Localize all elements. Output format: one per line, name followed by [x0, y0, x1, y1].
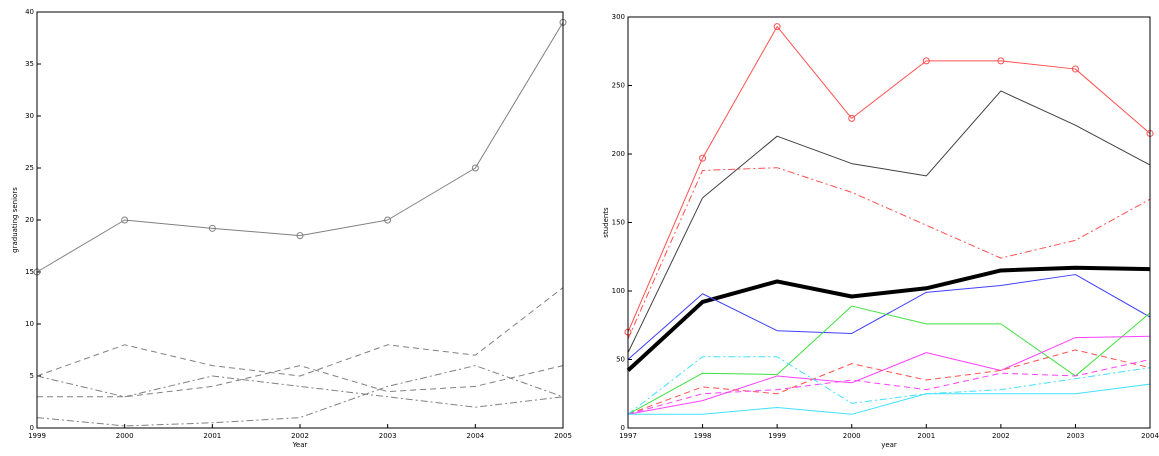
series-line [627, 359, 1151, 415]
plot-frame [627, 16, 1151, 429]
y-tick-label: 35 [25, 60, 34, 68]
x-tick-label: 2003 [1067, 432, 1085, 440]
y-axis-label: graduating seniors [11, 187, 19, 253]
point-marker [1071, 65, 1079, 73]
y-tick-label: 300 [612, 13, 625, 21]
point-marker [773, 23, 781, 31]
x-tick-label: 2001 [203, 432, 221, 440]
x-tick-label: 2002 [992, 432, 1010, 440]
y-axis-label: students [602, 207, 610, 238]
series-line [626, 265, 1151, 372]
x-tick-label: 2001 [917, 432, 935, 440]
y-tick-label: 15 [25, 268, 34, 276]
series-line [36, 365, 564, 427]
series-line [36, 375, 564, 408]
y-tick-label: 150 [612, 219, 625, 227]
series-line [628, 383, 1151, 415]
series-line [627, 274, 1151, 360]
point-marker [384, 216, 392, 224]
plot-frame [36, 11, 564, 429]
y-tick-label: 100 [612, 287, 625, 295]
point-marker [997, 57, 1005, 65]
y-tick-label: 50 [616, 356, 625, 364]
y-tick-label: 20 [25, 216, 34, 224]
y-tick-label: 25 [25, 164, 34, 172]
series-line [37, 365, 564, 398]
x-axis-label: year [881, 441, 897, 449]
series-line [627, 167, 1151, 340]
y-tick-label: 40 [25, 8, 34, 16]
point-marker [208, 224, 216, 232]
point-marker [121, 216, 129, 224]
x-axis-label: Year [292, 441, 308, 449]
point-marker [848, 114, 856, 122]
y-tick-label: 0 [30, 424, 34, 432]
x-tick-label: 1999 [28, 432, 46, 440]
x-tick-label: 1998 [694, 432, 712, 440]
series-line [627, 349, 1151, 415]
x-tick-label: 2000 [843, 432, 861, 440]
series-line [627, 335, 1151, 415]
y-tick-label: 30 [25, 112, 34, 120]
x-tick-label: 1997 [619, 432, 637, 440]
x-tick-label: 2003 [379, 432, 397, 440]
point-marker [296, 232, 304, 240]
point-marker [471, 164, 479, 172]
x-tick-label: 1999 [768, 432, 786, 440]
x-tick-label: 2002 [291, 432, 309, 440]
point-marker [699, 154, 707, 162]
point-marker [922, 57, 930, 65]
series-line [627, 90, 1151, 353]
y-tick-label: 0 [621, 424, 625, 432]
y-tick-label: 250 [612, 82, 625, 90]
series-line [36, 287, 564, 377]
x-tick-label: 2004 [466, 432, 484, 440]
x-tick-label: 2000 [116, 432, 134, 440]
y-tick-label: 200 [612, 150, 625, 158]
series-line [627, 305, 1151, 415]
series-line [627, 26, 1151, 333]
y-tick-label: 10 [25, 320, 34, 328]
series-line [36, 22, 564, 273]
x-tick-label: 2004 [1141, 432, 1159, 440]
y-tick-label: 5 [30, 372, 34, 380]
series-line [627, 356, 1151, 415]
x-tick-label: 2005 [554, 432, 572, 440]
